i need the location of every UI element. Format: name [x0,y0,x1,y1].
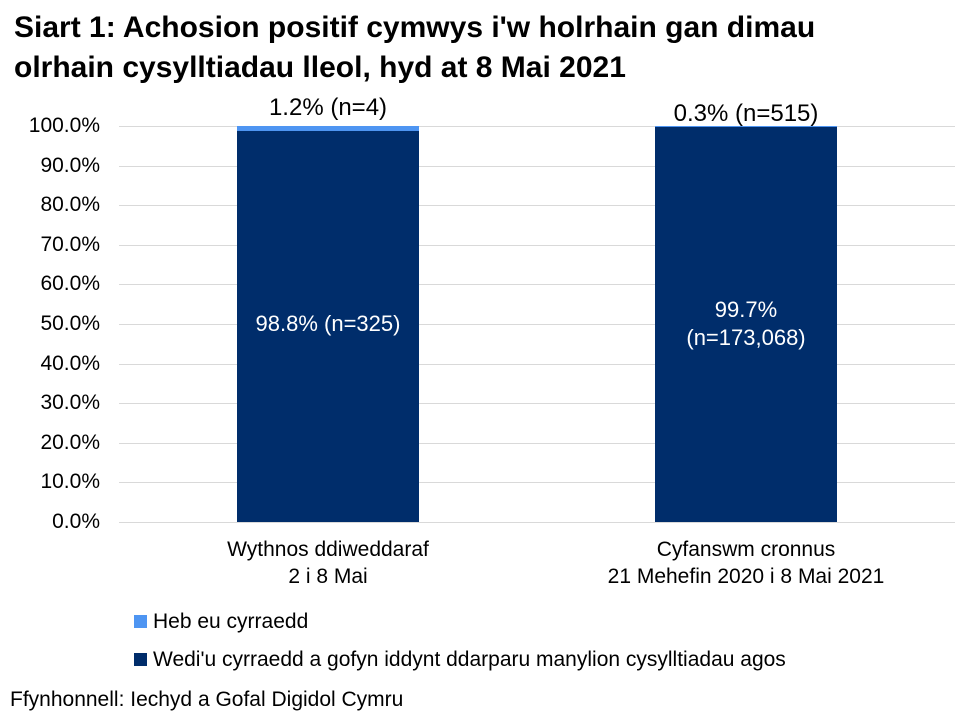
chart-title: Siart 1: Achosion positif cymwys i'w hol… [14,8,948,88]
gridline [119,482,955,484]
legend-label: Wedi'u cyrraedd a gofyn iddynt ddarparu … [153,647,786,671]
legend: Heb eu cyrraedd Wedi'u cyrraedd a gofyn i… [134,608,786,684]
y-axis: 100.0% 90.0% 80.0% 70.0% 60.0% 50.0% 40.0% 30.0… [0,114,100,533]
y-tick-label: 80.0% [40,193,100,217]
bar-2: 99.7% (n=173,068) [655,126,837,522]
bar-top-label: 1.2% (n=4) [268,94,388,121]
bar-segment-reached [237,130,419,522]
y-tick-label: 30.0% [40,391,100,415]
legend-marker-not_reached [134,615,147,628]
y-tick-label: 10.0% [40,470,100,494]
y-tick-label: 100.0% [28,114,100,137]
bar-value-label: 99.7% (n=173,068) [686,297,806,350]
y-tick-label: 60.0% [40,272,100,296]
x-tick-label: Wythnos ddiweddaraf 2 i 8 Mai [227,538,429,588]
gridline [119,165,955,167]
x-tick-label: Cyfanswm cronnus 21 Mehefin 2020 i 8 Mai… [607,538,885,588]
chart-title-line-2: olrhain cysylltiadau lleol, hyd at 8 Mai… [14,51,626,84]
bar-top-label: 0.3% (n=515) [673,100,819,127]
plot-area: 98.8% (n=325) 1.2% (n=4) Wythnos ddiweddar… [119,94,955,588]
bar-segment-not_reached [655,126,837,128]
y-tick-label: 70.0% [40,232,100,256]
y-tick-label: 0.0% [52,510,100,533]
gridline [119,324,955,325]
legend-marker-reached [134,653,147,666]
bar-segment-reached [655,127,837,522]
y-tick-label: 90.0% [40,153,100,177]
bar-1: 98.8% (n=325) [237,126,419,522]
gridline [119,205,955,207]
legend-item: Wedi'u cyrraedd a gofyn iddynt ddarparu … [134,646,786,673]
legend-item: Heb eu cyrraedd [134,608,786,635]
y-tick-label: 50.0% [40,312,100,335]
gridline [119,244,955,246]
gridline [119,522,955,523]
gridline [119,363,955,365]
gridline [119,442,955,444]
y-tick-label: 40.0% [40,351,100,375]
chart-title-line-1: Siart 1: Achosion positif cymwys i'w hol… [14,11,816,44]
gridline [119,126,955,127]
legend-label: Heb eu cyrraedd [153,609,309,633]
bar-segment-not_reached [237,126,419,131]
bar-value-label: 98.8% (n=325) [255,311,401,336]
y-tick-label: 20.0% [40,430,100,454]
gridline [119,403,955,405]
source-note: Ffynhonnell: Iechyd a Gofal Digidol Cymr… [10,688,404,711]
gridline [119,284,955,286]
